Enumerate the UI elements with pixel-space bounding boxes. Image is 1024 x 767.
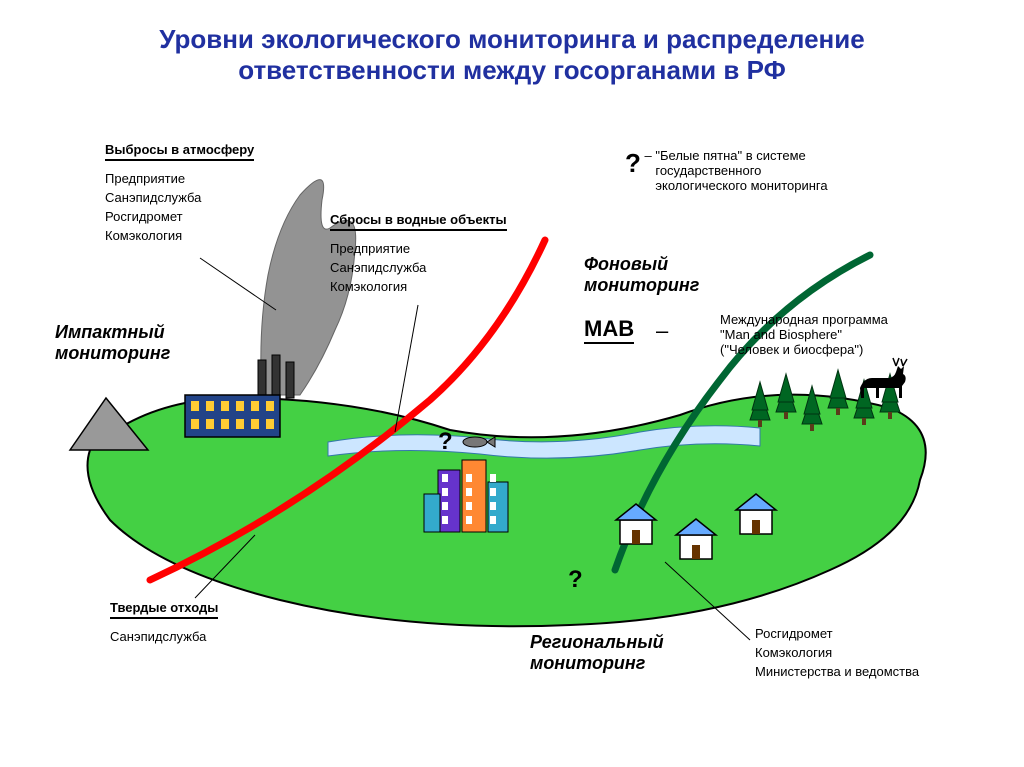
legend-text: "Белые пятна" в системегосударственногоэ… [655, 148, 827, 193]
block-head: Выбросы в атмосферу [105, 142, 254, 161]
mab-description: Международная программа"Man and Biospher… [720, 312, 888, 357]
factory-icon [185, 395, 280, 437]
legend-q-mark: ? [625, 148, 641, 178]
solid-waste-block: Твердые отходы Санэпидслужба [110, 600, 218, 644]
background-monitoring-label: Фоновыймониторинг [584, 254, 699, 296]
block-item: Предприятие [330, 241, 507, 256]
block-item: Санэпидслужба [110, 629, 218, 644]
block-item: Санэпидслужба [330, 260, 507, 275]
block-item: Комэкология [755, 645, 919, 660]
mab-dash: – [656, 318, 668, 344]
block-item: Комэкология [105, 228, 254, 243]
block-item: Предприятие [105, 171, 254, 186]
legend-question: ? – "Белые пятна" в системегосударственн… [625, 148, 828, 193]
question-mark-1: ? [438, 428, 453, 456]
mab-label: MAB [584, 316, 634, 344]
block-item: Министерства и ведомства [755, 664, 919, 679]
block-item: Санэпидслужба [105, 190, 254, 205]
regional-list-block: Росгидромет Комэкология Министерства и вед… [755, 622, 919, 679]
regional-monitoring-label: Региональныймониторинг [530, 632, 664, 674]
discharge-block: Сбросы в водные объекты Предприятие Санэпи… [330, 212, 507, 294]
legend-dash: – [645, 148, 652, 163]
block-item: Комэкология [330, 279, 507, 294]
emissions-block: Выбросы в атмосферу Предприятие Санэпидслу… [105, 142, 254, 243]
block-head: Твердые отходы [110, 600, 218, 619]
question-mark-2: ? [568, 566, 583, 594]
block-item: Росгидромет [755, 626, 919, 641]
block-item: Росгидромет [105, 209, 254, 224]
block-head: Сбросы в водные объекты [330, 212, 507, 231]
impact-monitoring-label: Импактныймониторинг [55, 322, 170, 364]
